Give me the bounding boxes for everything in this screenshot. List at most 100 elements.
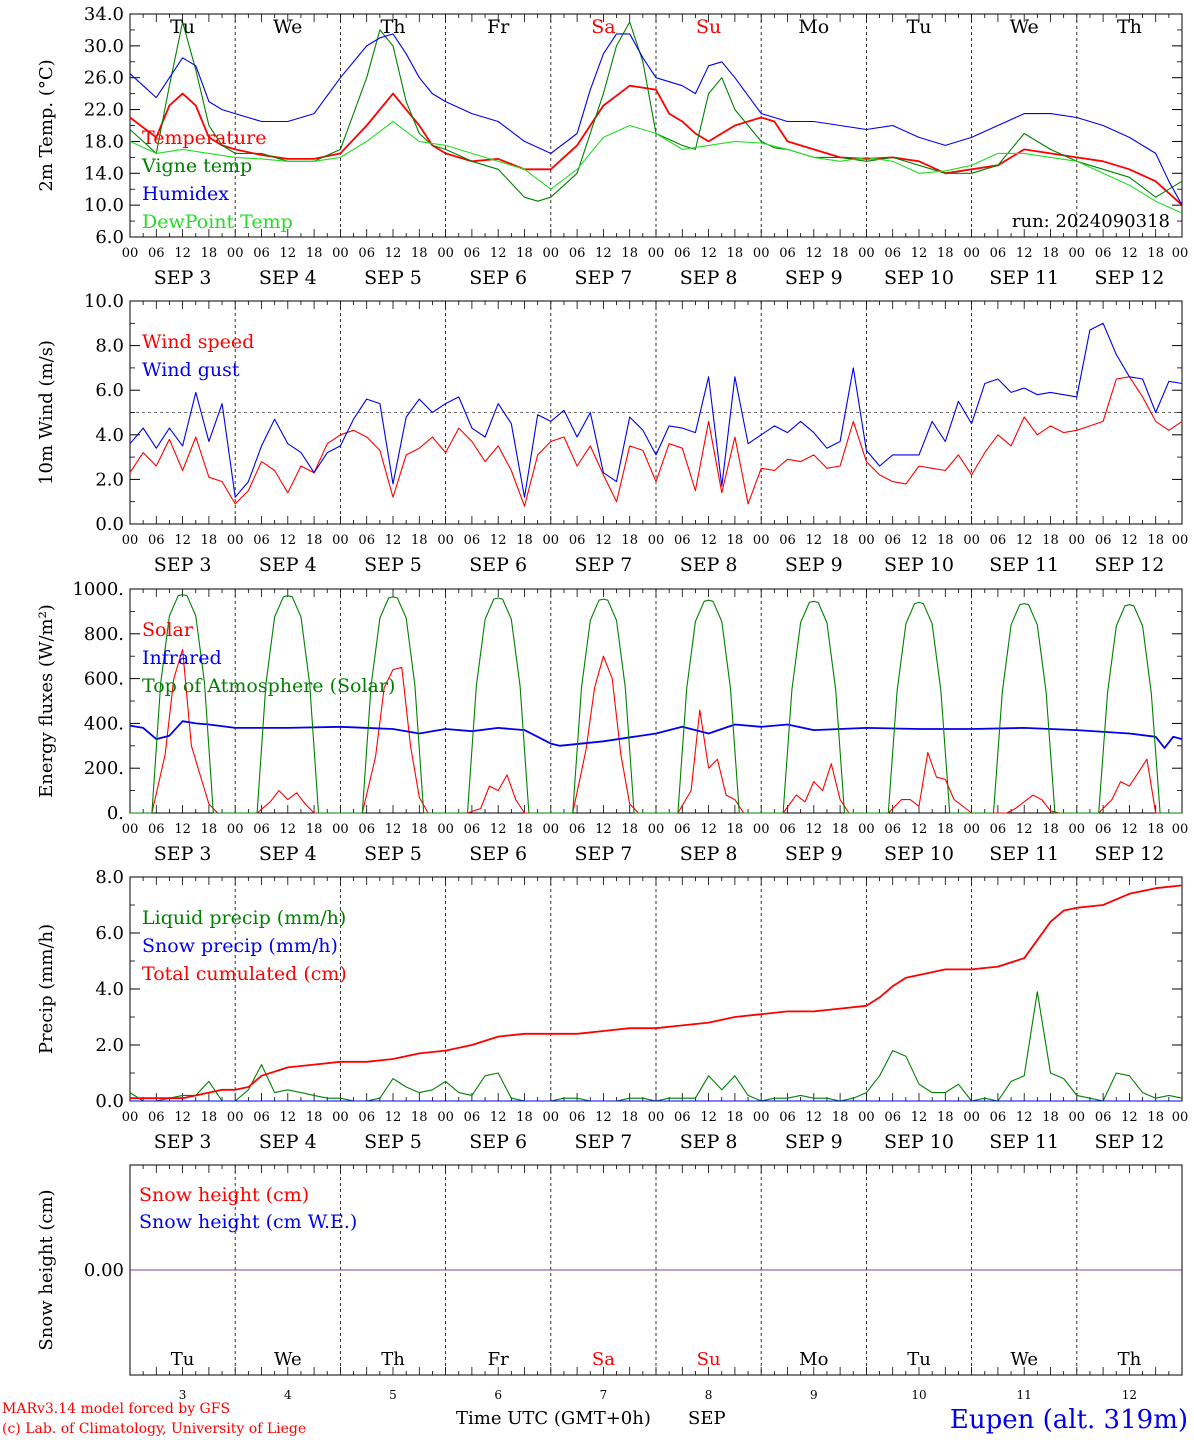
date-label: SEP 12 [1094,554,1164,576]
day-label: We [273,16,302,38]
hour-label: 06 [464,533,481,548]
hour-label: 12 [911,1110,928,1125]
hour-label: 18 [1042,533,1059,548]
hour-label: 06 [148,1110,165,1125]
hour-label: 06 [148,533,165,548]
hour-label: 00 [332,822,349,837]
hour-label: 12 [490,1110,507,1125]
series-line-1 [129,376,1183,507]
hour-label: 00 [332,533,349,548]
date-label: SEP 6 [469,1131,527,1153]
day-label: Mo [798,16,829,38]
date-label: SEP 9 [785,843,843,865]
hour-label: 12 [174,1110,191,1125]
day-label: We [274,1349,302,1370]
hour-label: 12 [1121,533,1138,548]
hour-label: 06 [569,246,586,261]
hour-label: 18 [201,822,218,837]
panel-5: 0.00 Snow height (cm) Snow height (cm) Snow… [36,1164,1183,1402]
hour-label: 00 [753,822,770,837]
legend-entry: Temperature [142,127,266,149]
hour-label: 18 [201,1110,218,1125]
panel-4: 0.0 2.0 4.0 6.0 8.0 Precip (mm/h) Liquid preci… [36,867,1188,1153]
series-line-3 [130,884,1183,1100]
hour-label: 18 [306,1110,323,1125]
hour-label: 18 [201,533,218,548]
hour-label: 12 [700,822,717,837]
hour-label: 12 [174,533,191,548]
day-label: Tu [907,1349,931,1370]
date-label: SEP 9 [785,554,843,576]
y-tick-label: 22.0 [84,100,124,121]
hour-label: 06 [990,533,1007,548]
date-label: SEP 8 [680,843,738,865]
hour-label: 06 [358,246,375,261]
y-tick-label: 600. [84,669,124,690]
hour-label: 18 [1042,246,1059,261]
day-label: Sa [592,1349,615,1370]
hour-label: 12 [1121,246,1138,261]
hour-label: 12 [911,822,928,837]
y-tick-label: 2.0 [95,469,124,490]
hour-label: 18 [937,822,954,837]
hour-label: 00 [122,822,139,837]
hour-label: 06 [1095,533,1112,548]
hour-label: 18 [201,246,218,261]
hour-label: 18 [1042,822,1059,837]
hour-label: 06 [884,246,901,261]
hour-label: 06 [884,533,901,548]
hour-label: 00 [1069,246,1086,261]
legend-entry: Wind speed [142,331,254,353]
hour-label: 06 [1095,822,1112,837]
hour-label: 00 [437,822,454,837]
date-label: SEP 10 [884,843,954,865]
legend-entry: Total cumulated (cm) [142,963,347,985]
hour-label: 06 [674,1110,691,1125]
hour-label: 06 [990,822,1007,837]
hour-label: 18 [621,533,638,548]
y-axis-label: 2m Temp. (°C) [36,59,57,191]
hour-label: 06 [464,1110,481,1125]
hour-label: 00 [753,246,770,261]
hour-label: 00 [122,533,139,548]
legend-entry: Liquid precip (mm/h) [142,907,346,929]
hour-label: 12 [1016,533,1033,548]
date-label: SEP 4 [259,843,317,865]
y-tick-label: 0.0 [95,1091,124,1112]
hour-label: 12 [595,246,612,261]
hour-label: 00 [227,1110,244,1125]
series-line-3 [129,33,1183,206]
hour-label: 00 [227,822,244,837]
date-label: SEP 4 [259,1131,317,1153]
hour-label: 12 [806,1110,823,1125]
run-annotation: run: 2024090318 [1012,211,1170,232]
hour-label: 06 [253,246,270,261]
hour-label: 12 [385,246,402,261]
hour-label: 18 [727,533,744,548]
hour-label: 18 [832,533,849,548]
lab-credit: (c) Lab. of Climatology, University of L… [2,1421,306,1437]
hour-label: 00 [543,822,560,837]
station-label: Eupen (alt. 319m) [950,1405,1188,1435]
hour-label: 12 [700,533,717,548]
hour-label: 18 [306,246,323,261]
hour-label: 06 [569,822,586,837]
legend-entry: DewPoint Temp [142,211,293,233]
y-tick-label: 30.0 [84,36,124,57]
y-tick-label: 10.0 [84,195,124,216]
day-label: Th [381,1349,405,1370]
day-label: We [1010,1349,1038,1370]
hour-label: 06 [569,533,586,548]
date-label: SEP 6 [469,554,527,576]
y-axis-label: Energy fluxes (W/m²) [36,604,57,798]
y-tick-label: 4.0 [95,425,124,446]
hour-label: 12 [806,246,823,261]
date-label: SEP 3 [154,267,212,289]
date-label: SEP 11 [989,843,1059,865]
hour-label: 00 [437,246,454,261]
y-tick-label: 26.0 [84,68,124,89]
hour-label: 00 [648,1110,665,1125]
hour-label: 06 [674,822,691,837]
y-tick-label: 8.0 [95,867,124,888]
